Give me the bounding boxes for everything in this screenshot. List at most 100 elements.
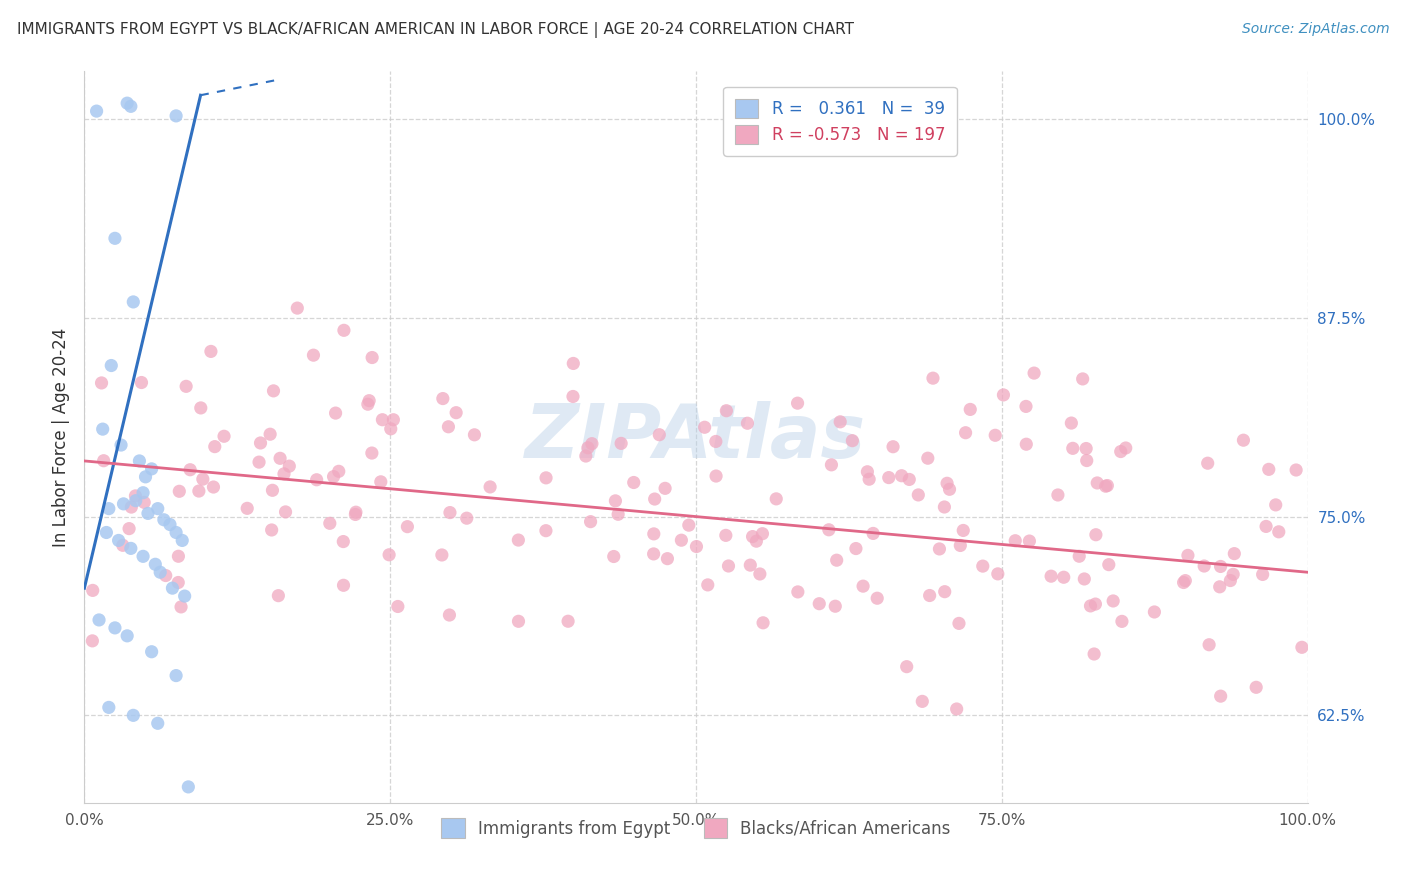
Point: [1053, 570, 1076, 584]
Point: [575, 449, 598, 463]
Point: [1085, 475, 1108, 490]
Point: [704, 434, 727, 449]
Point: [1060, 416, 1083, 430]
Point: [104, 621, 127, 635]
Point: [146, 716, 169, 731]
Point: [236, 501, 259, 516]
Point: [319, 516, 342, 531]
Point: [581, 436, 603, 450]
Point: [1232, 433, 1254, 447]
Point: [579, 515, 602, 529]
Point: [866, 591, 889, 606]
Point: [361, 351, 384, 365]
Point: [285, 301, 308, 315]
Point: [259, 427, 281, 442]
Point: [344, 508, 367, 522]
Point: [190, 401, 212, 415]
Point: [118, 522, 141, 536]
Point: [439, 506, 461, 520]
Point: [948, 616, 970, 631]
Point: [179, 463, 201, 477]
Point: [1015, 437, 1038, 451]
Point: [269, 451, 291, 466]
Point: [174, 379, 197, 393]
Point: [136, 507, 159, 521]
Point: [120, 500, 142, 514]
Point: [972, 559, 994, 574]
Point: [132, 549, 155, 564]
Point: [934, 500, 956, 514]
Point: [1109, 444, 1132, 458]
Point: [955, 425, 977, 440]
Point: [169, 484, 191, 499]
Legend: Immigrants from Egypt, Blacks/African Americans: Immigrants from Egypt, Blacks/African Am…: [430, 806, 962, 849]
Point: [1244, 681, 1267, 695]
Point: [959, 402, 981, 417]
Point: [786, 585, 808, 599]
Point: [825, 553, 848, 567]
Point: [845, 541, 868, 556]
Point: [141, 462, 163, 476]
Point: [671, 533, 693, 548]
Point: [125, 493, 148, 508]
Point: [167, 575, 190, 590]
Point: [818, 523, 841, 537]
Point: [131, 376, 153, 390]
Point: [993, 388, 1015, 402]
Point: [120, 99, 142, 113]
Point: [852, 579, 875, 593]
Point: [135, 470, 157, 484]
Point: [332, 534, 354, 549]
Point: [332, 578, 354, 592]
Point: [122, 708, 145, 723]
Point: [786, 396, 808, 410]
Point: [162, 581, 184, 595]
Point: [1083, 647, 1105, 661]
Point: [1111, 615, 1133, 629]
Point: [177, 780, 200, 794]
Point: [479, 480, 502, 494]
Text: ZIPAtlas: ZIPAtlas: [526, 401, 866, 474]
Point: [714, 528, 737, 542]
Point: [1174, 574, 1197, 588]
Point: [1143, 605, 1166, 619]
Point: [120, 541, 142, 556]
Point: [1018, 534, 1040, 549]
Point: [534, 524, 557, 538]
Point: [882, 440, 904, 454]
Point: [1094, 479, 1116, 493]
Point: [918, 589, 941, 603]
Point: [1209, 580, 1232, 594]
Point: [1040, 569, 1063, 583]
Point: [508, 533, 530, 547]
Point: [704, 469, 727, 483]
Point: [1076, 442, 1098, 456]
Point: [1073, 572, 1095, 586]
Point: [644, 491, 666, 506]
Point: [898, 472, 921, 486]
Point: [439, 608, 461, 623]
Point: [263, 384, 285, 398]
Point: [173, 589, 195, 603]
Point: [557, 614, 579, 628]
Point: [86, 104, 108, 119]
Point: [765, 491, 787, 506]
Point: [648, 427, 671, 442]
Point: [112, 497, 135, 511]
Point: [1069, 549, 1091, 564]
Point: [143, 558, 166, 572]
Point: [165, 525, 187, 540]
Point: [748, 566, 770, 581]
Point: [1257, 462, 1279, 476]
Point: [1251, 567, 1274, 582]
Text: Source: ZipAtlas.com: Source: ZipAtlas.com: [1241, 22, 1389, 37]
Point: [877, 470, 900, 484]
Point: [141, 645, 163, 659]
Point: [463, 427, 485, 442]
Point: [862, 526, 884, 541]
Point: [740, 558, 762, 573]
Point: [607, 508, 630, 522]
Point: [115, 96, 138, 111]
Point: [325, 406, 347, 420]
Point: [716, 403, 738, 417]
